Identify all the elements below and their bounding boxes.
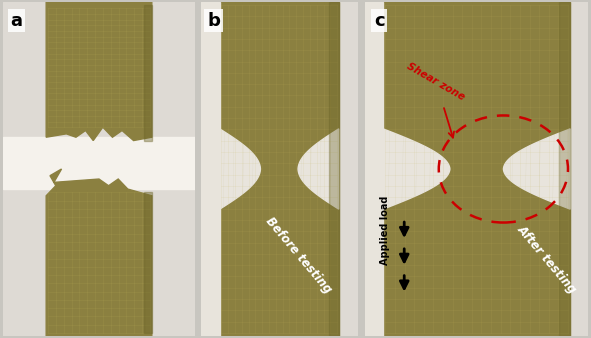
Text: Before testing: Before testing	[263, 215, 334, 296]
Bar	[220, 2, 339, 336]
Bar	[144, 5, 152, 141]
Polygon shape	[46, 2, 152, 141]
Bar	[383, 2, 570, 336]
Text: b: b	[207, 12, 220, 30]
Polygon shape	[504, 129, 570, 209]
Bar	[559, 2, 570, 336]
Polygon shape	[46, 169, 152, 336]
Bar	[144, 192, 152, 333]
Bar	[3, 137, 195, 189]
Bar	[329, 2, 339, 336]
Bar	[201, 2, 220, 336]
Text: c: c	[374, 12, 385, 30]
Bar	[365, 2, 383, 336]
Polygon shape	[383, 129, 450, 209]
Text: Applied load: Applied load	[380, 196, 390, 265]
Polygon shape	[220, 129, 261, 209]
Text: a: a	[11, 12, 22, 30]
Text: Shear zone: Shear zone	[405, 62, 467, 138]
Polygon shape	[298, 129, 339, 209]
Text: After testing: After testing	[515, 223, 579, 296]
